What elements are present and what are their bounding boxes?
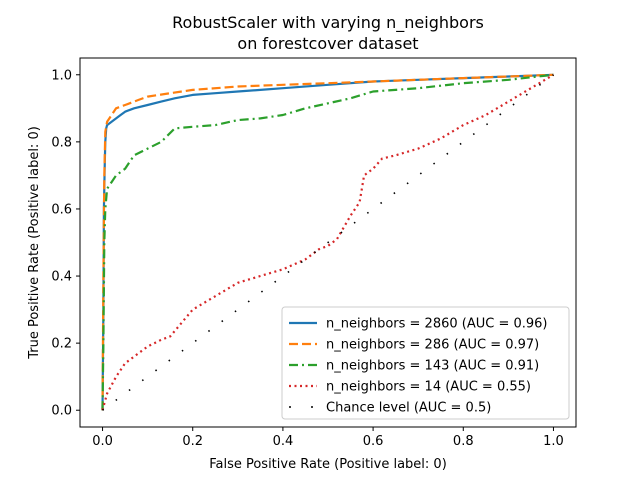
- legend-label-2: n_neighbors = 143 (AUC = 0.91): [326, 359, 539, 374]
- legend-label-1: n_neighbors = 286 (AUC = 0.97): [326, 338, 539, 353]
- plot-area-frame: [79, 57, 577, 428]
- y-axis-label: True Positive Rate (Positive label: 0): [27, 126, 42, 360]
- legend-items: n_neighbors = 2860 (AUC = 0.96) n_neighbo…: [289, 317, 548, 416]
- y-tick-label: 1.0: [51, 68, 72, 83]
- x-tick-label: 0.8: [453, 434, 474, 449]
- y-tick-label: 0.6: [51, 202, 72, 217]
- series-line-4: [102, 74, 554, 411]
- x-axis-label: False Positive Rate (Positive label: 0): [209, 457, 447, 472]
- legend-swatch-4-b: [311, 406, 313, 408]
- series-line-3: [101, 73, 555, 411]
- x-tick-label: 1.0: [543, 434, 564, 449]
- ticks-layer: 0.0 0.2 0.4 0.6 0.8 1.0 0.0 0.2 0.4 0.6 0.8 1.0: [51, 68, 563, 449]
- chart-title-line-1: RobustScaler with varying n_neighbors: [172, 13, 484, 33]
- series-line-1: [101, 73, 554, 411]
- x-tick-label: 0.4: [273, 434, 294, 449]
- y-tick-label: 0.8: [51, 135, 72, 150]
- y-tick-label: 0.0: [51, 404, 72, 419]
- legend-label-3: n_neighbors = 14 (AUC = 0.55): [326, 380, 531, 395]
- x-tick-label: 0.2: [182, 434, 203, 449]
- y-tick-label: 0.2: [51, 337, 72, 352]
- legend: n_neighbors = 2860 (AUC = 0.96) n_neighbo…: [281, 306, 570, 420]
- series-line-2: [101, 73, 554, 411]
- legend-label-0: n_neighbors = 2860 (AUC = 0.96): [326, 317, 548, 332]
- x-tick-label: 0.6: [363, 434, 384, 449]
- chart-title-line-2: on forestcover dataset: [237, 34, 418, 53]
- series-layer: [101, 73, 555, 411]
- legend-swatch-4: [289, 406, 291, 408]
- y-tick-label: 0.4: [51, 270, 72, 285]
- x-tick-label: 0.0: [92, 434, 113, 449]
- legend-frame: [281, 306, 570, 420]
- legend-label-4: Chance level (AUC = 0.5): [326, 401, 491, 416]
- series-line-0: [101, 73, 554, 411]
